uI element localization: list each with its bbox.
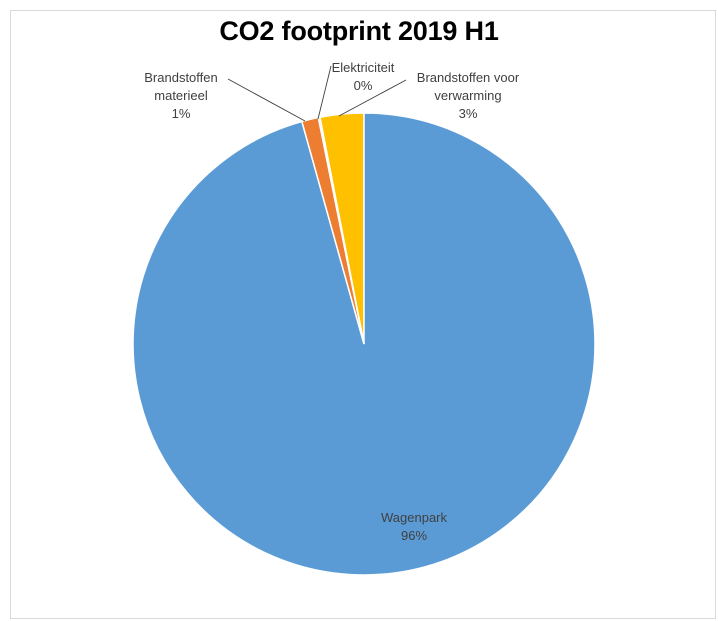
data-label-name-brandstoffen-materieel: Brandstoffen: [144, 70, 217, 85]
leader-line-elektriciteit: [317, 65, 332, 120]
data-label-pct-elektriciteit: 0%: [354, 78, 373, 93]
leader-line-brandstoffen-voor-verwarming: [338, 79, 407, 117]
data-label-name-brandstoffen-voor-verwarming: verwarming: [434, 88, 501, 103]
leader-line-brandstoffen-materieel: [227, 78, 306, 122]
data-label-pct-brandstoffen-materieel: 1%: [172, 106, 191, 121]
data-label-name-wagenpark: Wagenpark: [381, 510, 447, 525]
data-label-name-brandstoffen-materieel: materieel: [154, 88, 208, 103]
chart-area: [10, 10, 716, 619]
chart-title: CO2 footprint 2019 H1: [219, 16, 499, 46]
data-label-name-elektriciteit: Elektriciteit: [332, 60, 395, 75]
data-label-pct-wagenpark: 96%: [401, 528, 427, 543]
pie-slice-wagenpark: [132, 112, 596, 576]
data-label-name-brandstoffen-voor-verwarming: Brandstoffen voor: [417, 70, 520, 85]
data-label-pct-brandstoffen-voor-verwarming: 3%: [459, 106, 478, 121]
